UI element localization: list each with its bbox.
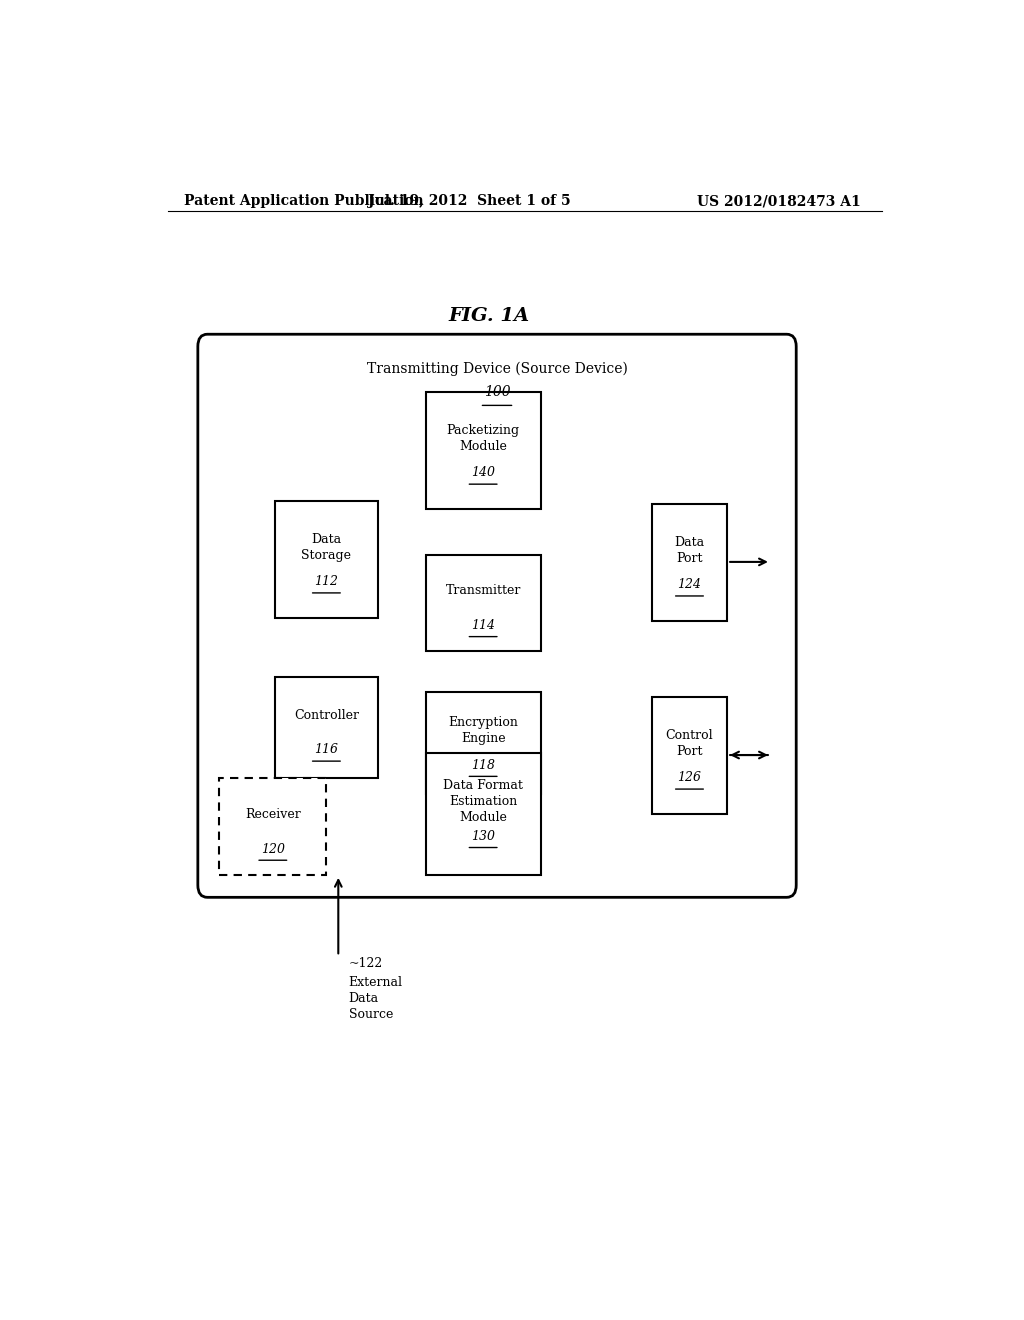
Bar: [426, 554, 541, 651]
Text: 114: 114: [471, 619, 496, 632]
Text: 118: 118: [471, 759, 496, 772]
Text: 126: 126: [678, 771, 701, 784]
Text: 120: 120: [261, 842, 285, 855]
Text: 100: 100: [483, 385, 510, 399]
Text: Patent Application Publication: Patent Application Publication: [183, 194, 423, 209]
Bar: [426, 752, 541, 875]
Text: FIG. 1A: FIG. 1A: [449, 308, 529, 325]
Text: Transmitter: Transmitter: [445, 585, 521, 598]
Text: Controller: Controller: [294, 709, 358, 722]
FancyBboxPatch shape: [198, 334, 797, 898]
Text: Jul. 19, 2012  Sheet 1 of 5: Jul. 19, 2012 Sheet 1 of 5: [368, 194, 570, 209]
Text: ~122: ~122: [348, 957, 383, 970]
Text: Data Format
Estimation
Module: Data Format Estimation Module: [443, 779, 523, 824]
Text: Transmitting Device (Source Device): Transmitting Device (Source Device): [367, 362, 628, 376]
Bar: [426, 692, 541, 793]
Text: 116: 116: [314, 743, 338, 756]
Text: 140: 140: [471, 466, 496, 479]
Bar: [274, 500, 378, 618]
Text: External
Data
Source: External Data Source: [348, 975, 402, 1020]
Bar: [652, 697, 727, 814]
Text: 124: 124: [678, 578, 701, 591]
Text: Encryption
Engine: Encryption Engine: [449, 717, 518, 744]
Bar: [652, 504, 727, 620]
Text: 130: 130: [471, 830, 496, 843]
Text: US 2012/0182473 A1: US 2012/0182473 A1: [697, 194, 860, 209]
Text: Data
Port: Data Port: [675, 536, 705, 565]
Bar: [219, 779, 327, 875]
Text: Data
Storage: Data Storage: [301, 533, 351, 562]
Text: Receiver: Receiver: [245, 808, 301, 821]
Text: 112: 112: [314, 576, 338, 589]
Bar: [274, 677, 378, 779]
Text: Packetizing
Module: Packetizing Module: [446, 424, 520, 453]
Text: Control
Port: Control Port: [666, 729, 714, 758]
Bar: [426, 392, 541, 510]
